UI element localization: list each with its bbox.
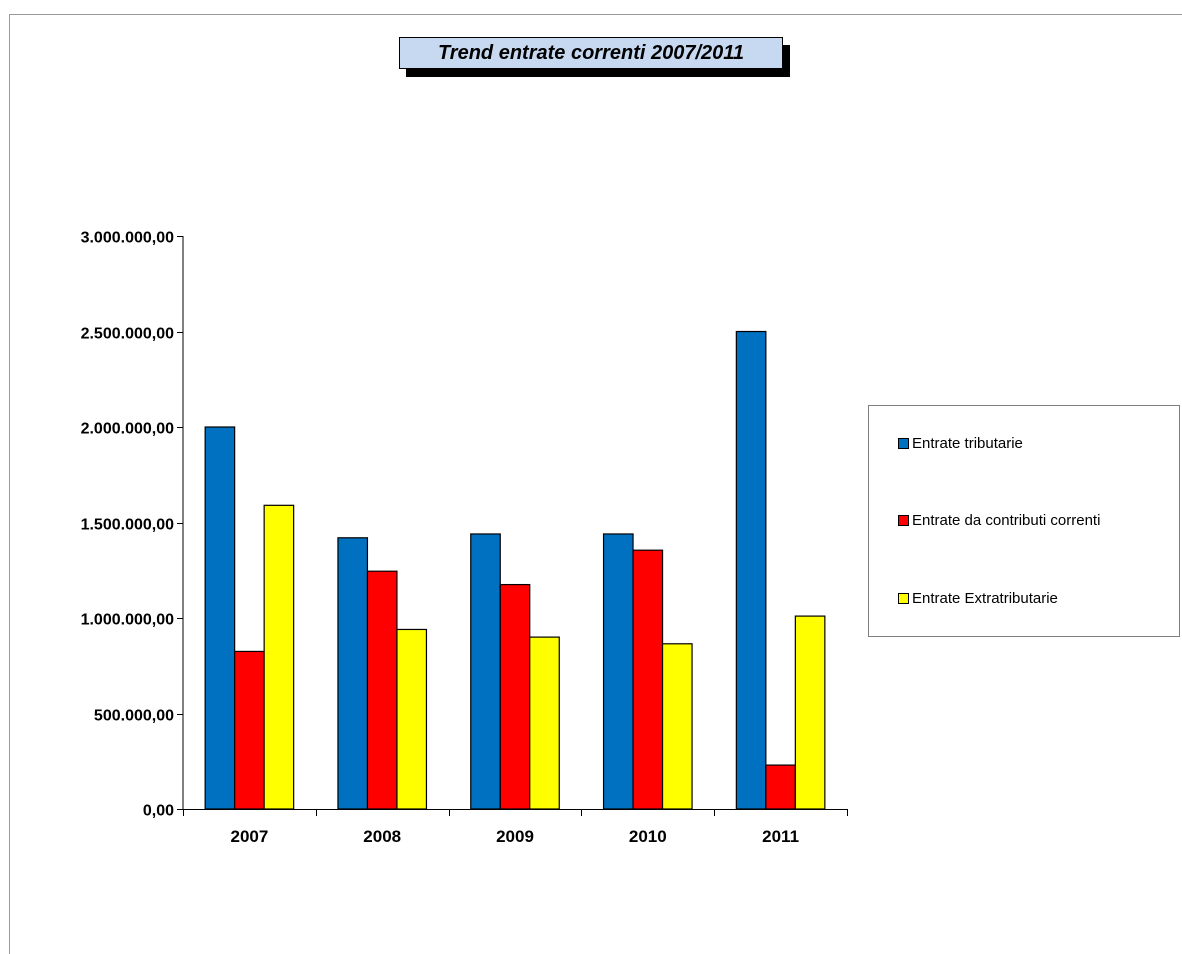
legend-swatch (898, 438, 909, 449)
y-tick-label: 500.000,00 (94, 708, 174, 725)
legend-item: Entrate tributarie (898, 435, 1023, 452)
x-tick-label: 2009 (496, 827, 534, 846)
legend-label: Entrate da contributi correnti (912, 512, 1101, 529)
chart-title: Trend entrate correnti 2007/2011 (399, 37, 783, 69)
legend-swatch (898, 515, 909, 526)
bars (204, 330, 826, 810)
bar-entrate-tributarie-2008 (337, 537, 369, 810)
y-tick-label: 2.500.000,00 (81, 326, 175, 343)
y-tick-label: 0,00 (143, 803, 174, 820)
bar-entrate-da-contributi-correnti-2007 (234, 650, 265, 810)
x-tick-label: 2007 (230, 827, 268, 846)
y-tick-label: 2.000.000,00 (81, 421, 175, 438)
bar-entrate-da-contributi-correnti-2010 (632, 549, 664, 810)
bar-entrate-tributarie-2010 (602, 533, 634, 810)
bar-entrate-extratributarie-2009 (529, 636, 560, 810)
legend-item: Entrate da contributi correnti (898, 512, 1100, 529)
bar-entrate-da-contributi-correnti-2011 (765, 764, 796, 810)
y-tick-label: 3.000.000,00 (81, 230, 175, 247)
legend-swatch (898, 593, 909, 604)
bar-entrate-tributarie-2011 (735, 330, 767, 810)
y-tick-label: 1.500.000,00 (81, 517, 175, 534)
bar-entrate-extratributarie-2011 (794, 615, 826, 810)
x-tick-label: 2010 (629, 827, 667, 846)
bar-entrate-da-contributi-correnti-2009 (499, 583, 531, 810)
legend-label: Entrate Extratributarie (912, 590, 1058, 607)
chart-frame (9, 14, 1182, 954)
legend-item: Entrate Extratributarie (898, 590, 1058, 607)
bar-entrate-tributarie-2009 (470, 533, 501, 810)
legend-label: Entrate tributarie (912, 435, 1023, 452)
legend: Entrate tributarie Entrate da contributi … (868, 405, 1180, 637)
bar-entrate-extratributarie-2008 (396, 628, 428, 810)
x-tick-label: 2011 (762, 827, 799, 846)
y-axis: 0,00 500.000,00 1.000.000,00 1.500.000,00 2.… (81, 230, 184, 820)
x-axis: 2007 2008 2009 2010 2011 (183, 809, 848, 846)
bar-entrate-extratributarie-2010 (661, 643, 693, 810)
bar-entrate-tributarie-2007 (204, 426, 236, 810)
bar-entrate-extratributarie-2007 (263, 504, 295, 810)
y-tick-label: 1.000.000,00 (81, 612, 175, 629)
bar-entrate-da-contributi-correnti-2008 (366, 570, 398, 810)
x-tick-label: 2008 (363, 827, 401, 846)
